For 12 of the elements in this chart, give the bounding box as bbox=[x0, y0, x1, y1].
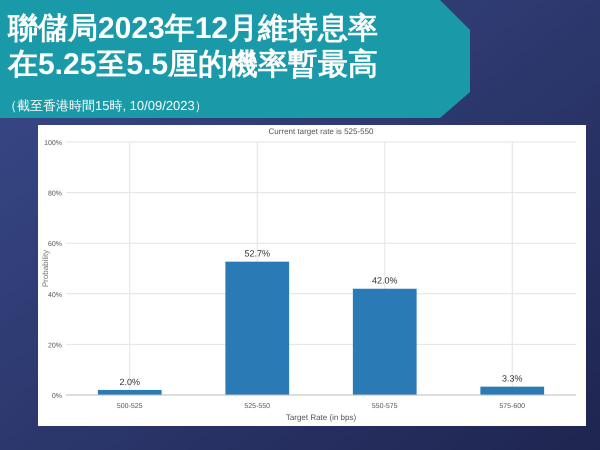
bar bbox=[225, 262, 290, 395]
data-label: 42.0% bbox=[372, 276, 398, 286]
data-label: 2.0% bbox=[119, 376, 140, 387]
data-label: 3.3% bbox=[502, 374, 523, 384]
chart-title: 聯儲局2023年12月維持息率在5.25至5.5厘的機率暫最高 bbox=[7, 11, 378, 81]
chart-subtitle: Current target rate is 525-550 bbox=[268, 127, 374, 136]
x-axis-title: Target Rate (in bps) bbox=[286, 413, 356, 422]
data-label: 52.7% bbox=[244, 248, 270, 259]
text: （截至香港時間15時, 10/09/2023） bbox=[4, 98, 208, 113]
bar bbox=[352, 288, 417, 395]
y-axis-title: Probability bbox=[41, 250, 50, 288]
bar bbox=[480, 386, 544, 395]
